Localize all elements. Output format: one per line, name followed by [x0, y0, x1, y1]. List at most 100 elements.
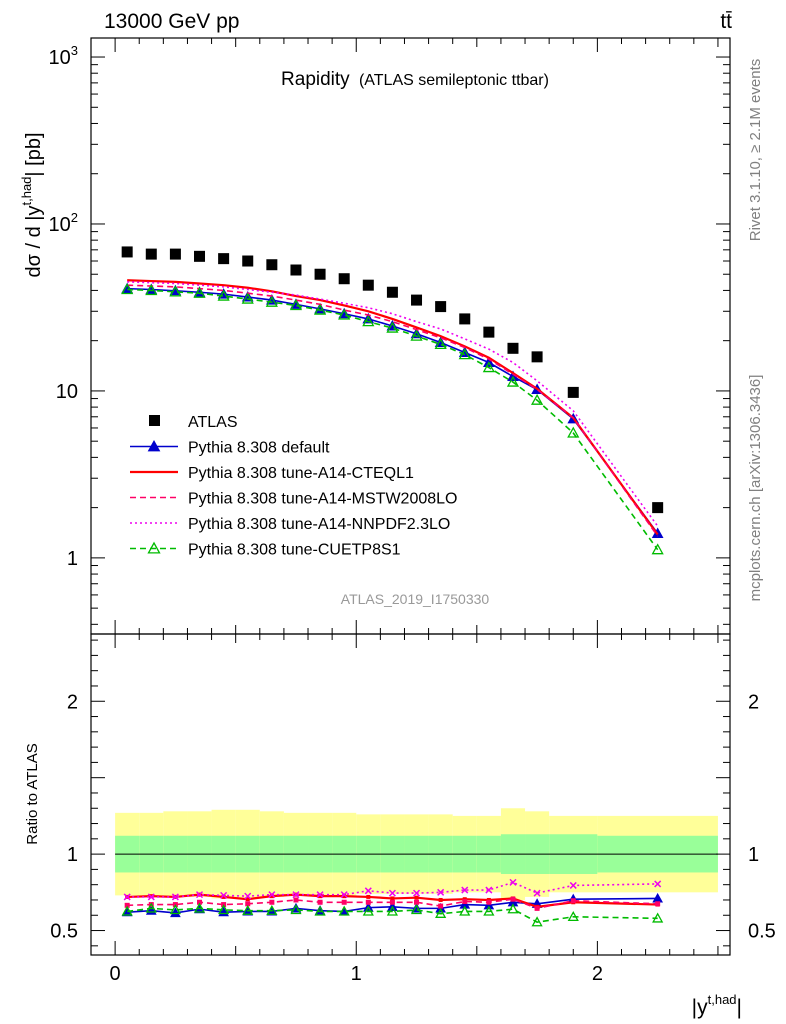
- data-point: [242, 255, 254, 267]
- legend: ATLAS Pythia 8.308 default Pythia 8.308 tu…: [130, 414, 457, 559]
- ratio-point: [507, 903, 519, 914]
- data-point: [194, 250, 206, 262]
- analysis-label: ATLAS_2019_I1750330: [341, 591, 490, 607]
- y-axis-label: dσ / d |yt,had| [pb]: [19, 132, 45, 277]
- series-point: [567, 426, 580, 438]
- ratio-point: [269, 894, 274, 899]
- x-axis-label-sup: t,had: [708, 992, 737, 1007]
- y-axis-label-tail: | [pb]: [23, 132, 45, 176]
- ratio-point: [567, 910, 579, 922]
- data-point: [290, 264, 302, 276]
- series-point: [217, 289, 230, 301]
- ratio-point: [534, 905, 540, 911]
- ratio-point: [317, 899, 323, 905]
- ratio-point: [365, 899, 371, 905]
- data-point: [652, 502, 664, 514]
- series-point: [313, 303, 327, 315]
- data-point: [411, 294, 423, 306]
- ratio-point: [438, 903, 444, 909]
- series-point: [193, 286, 206, 298]
- legend-marker: [147, 541, 161, 554]
- ratio-point: [483, 899, 495, 910]
- ratio-series-line: [127, 907, 658, 923]
- data-point: [314, 268, 326, 280]
- y-tick-label-base: 1: [67, 548, 78, 570]
- y-tick-label: 1: [67, 548, 78, 570]
- legend-marker: [147, 439, 161, 452]
- series-point: [482, 361, 495, 373]
- header-right: tt̄: [720, 10, 732, 33]
- ratio-series-line: [127, 881, 658, 898]
- ratio-point: [509, 878, 517, 886]
- data-point: [338, 273, 350, 285]
- ratio-tick-label-left: 2: [67, 691, 78, 713]
- y-axis-label-sup: t,had: [19, 177, 34, 206]
- rivet-label: Rivet 3.1.10, ≥ 2.1M events: [747, 59, 764, 242]
- header-left: 13000 GeV pp: [104, 10, 239, 33]
- data-point: [459, 313, 471, 325]
- ratio-point: [269, 899, 275, 905]
- ratio-point: [654, 880, 662, 888]
- ratio-point: [461, 886, 469, 894]
- series-point: [651, 543, 664, 555]
- ratio-point: [570, 898, 576, 904]
- ratio-point: [193, 902, 206, 913]
- ratio-point: [390, 896, 395, 901]
- ratio-point: [245, 901, 251, 907]
- x-tick-label: 2: [592, 963, 603, 985]
- ratio-point: [340, 891, 348, 899]
- ratio-point: [221, 894, 226, 899]
- series-point: [434, 338, 447, 350]
- ratio-point: [338, 905, 350, 916]
- legend-label: Pythia 8.308 default: [188, 440, 330, 457]
- ratio-point: [314, 905, 326, 916]
- ratio-point: [435, 907, 447, 918]
- data-point: [266, 259, 278, 271]
- x-axis-label-tail: |: [737, 996, 742, 1019]
- data-point: [483, 326, 495, 338]
- ratio-point: [652, 912, 664, 923]
- data-point: [386, 286, 398, 298]
- ratio-point: [462, 899, 468, 904]
- ratio-point: [655, 901, 661, 907]
- y-axis-label-main: dσ / d |y: [23, 206, 45, 278]
- ratio-point: [245, 897, 250, 902]
- data-point: [435, 301, 447, 313]
- ratio-point: [293, 897, 299, 903]
- ratio-tick-label-left: 0.5: [50, 921, 78, 943]
- data-point: [121, 246, 133, 258]
- main-series: [121, 246, 664, 555]
- ratio-tick-label-left: 1: [67, 844, 78, 866]
- ratio-point: [220, 891, 228, 899]
- series-point: [169, 285, 182, 297]
- chart-title: Rapidity: [281, 69, 350, 90]
- ratio-point: [410, 904, 423, 915]
- data-point: [531, 351, 543, 363]
- legend-label: ATLAS: [188, 414, 238, 431]
- ratio-point: [531, 916, 543, 927]
- ratio-point: [366, 894, 371, 899]
- ratio-point: [414, 899, 420, 905]
- ratio-frame: [90, 633, 731, 956]
- ratio-point: [438, 897, 443, 902]
- series-point: [289, 299, 303, 311]
- series-point: [241, 292, 254, 304]
- ratio-y-axis-label: Ratio to ATLAS: [24, 743, 41, 844]
- ratio-tick-label-right: 2: [748, 691, 759, 713]
- legend-label: Pythia 8.308 tune-A14-CTEQL1: [188, 465, 414, 482]
- legend-label: Pythia 8.308 tune-A14-NNPDF2.3LO: [188, 516, 450, 533]
- series-point: [386, 321, 399, 333]
- series-point: [410, 329, 423, 341]
- series-line: [127, 288, 659, 551]
- mcplots-label: mcplots.cern.ch [arXiv:1306.3436]: [747, 375, 764, 602]
- y-tick-label-sup: 2: [71, 210, 78, 225]
- y-tick-label-base: 10: [49, 47, 71, 69]
- ratio-point: [316, 891, 324, 899]
- ratio-bands: [115, 808, 718, 900]
- ratio-point: [362, 905, 374, 916]
- ratio-point: [318, 894, 323, 899]
- ratio-point: [170, 907, 181, 918]
- ratio-point: [389, 899, 395, 905]
- ratio-point: [437, 888, 445, 896]
- data-point: [567, 386, 579, 398]
